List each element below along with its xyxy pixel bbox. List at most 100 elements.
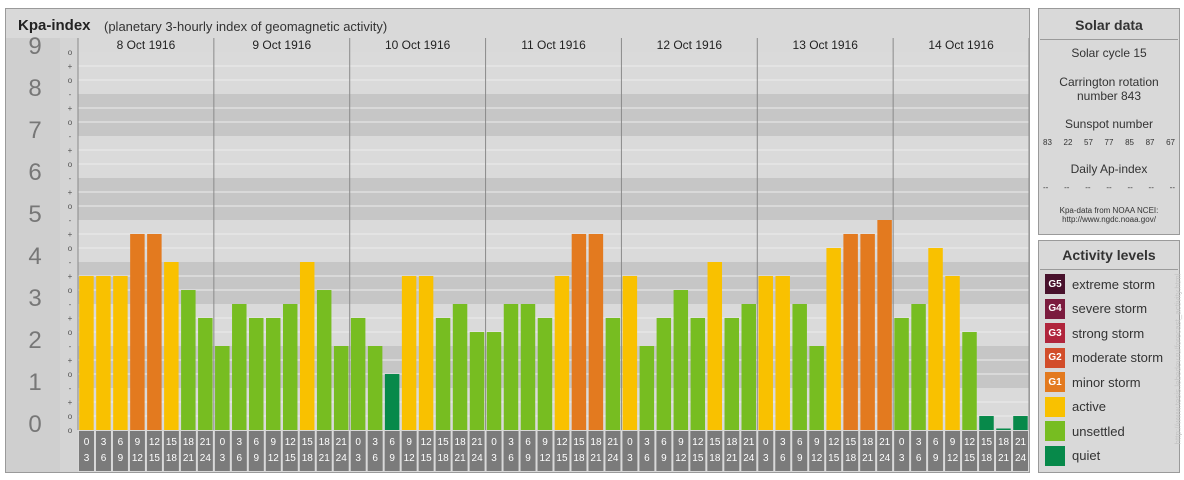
ap-value: -- bbox=[1148, 183, 1154, 192]
sub-tick-label: o bbox=[68, 48, 73, 57]
interval-start-label: 0 bbox=[220, 437, 226, 448]
interval-cell bbox=[707, 431, 723, 471]
kp-bar bbox=[299, 262, 315, 430]
interval-end-label: 18 bbox=[438, 453, 450, 464]
kp-bar bbox=[758, 275, 773, 430]
interval-end-label: 12 bbox=[132, 453, 144, 464]
sunspot-number-label: Sunspot number bbox=[1064, 117, 1154, 131]
interval-cell bbox=[758, 431, 774, 471]
interval-start-label: 9 bbox=[271, 437, 277, 448]
interval-end-label: 12 bbox=[675, 453, 687, 464]
kp-band bbox=[6, 178, 1029, 220]
kp-bar bbox=[503, 304, 519, 430]
sub-tick-label: - bbox=[69, 216, 72, 225]
chart-subtitle: (planetary 3-hourly index of geomagnetic… bbox=[104, 19, 388, 34]
legend-item: G1 minor storm bbox=[1045, 372, 1141, 392]
interval-cell bbox=[1013, 431, 1028, 471]
kp-bar bbox=[232, 304, 247, 430]
interval-end-label: 12 bbox=[268, 453, 280, 464]
legend-swatch: G1 bbox=[1045, 372, 1065, 392]
kp-bar bbox=[96, 275, 111, 430]
interval-start-label: 12 bbox=[149, 437, 161, 448]
interval-cell bbox=[282, 431, 298, 471]
y-tick-label: 5 bbox=[28, 201, 41, 228]
interval-cell bbox=[622, 431, 638, 471]
sub-tick-label: o bbox=[68, 370, 73, 379]
interval-cell bbox=[775, 431, 791, 471]
chart-title: Kpa-index bbox=[18, 17, 91, 34]
interval-start-label: 15 bbox=[302, 437, 314, 448]
carrington-rotation-number: number 843 bbox=[1076, 89, 1142, 103]
sunspot-value: 77 bbox=[1104, 138, 1114, 147]
sub-tick-label: - bbox=[69, 342, 72, 351]
kp-bar bbox=[605, 317, 621, 430]
interval-start-label: 21 bbox=[607, 437, 619, 448]
sub-tick-label: + bbox=[68, 230, 73, 239]
kp-bar bbox=[928, 248, 943, 430]
legend-item: unsettled bbox=[1045, 421, 1125, 441]
interval-cell bbox=[537, 431, 553, 471]
sub-tick-label: o bbox=[68, 118, 73, 127]
interval-start-label: 0 bbox=[899, 437, 905, 448]
kp-bar bbox=[724, 317, 740, 430]
legend-item: G4 severe storm bbox=[1045, 298, 1147, 319]
kpa-chart-panel: Kpa-index (planetary 3-hourly index of g… bbox=[5, 8, 1030, 473]
interval-end-label: 18 bbox=[709, 453, 721, 464]
kp-bar bbox=[113, 275, 128, 430]
legend-swatch: G5 bbox=[1045, 274, 1065, 294]
carrington-rotation-label: Carrington rotation bbox=[1059, 75, 1159, 89]
sub-tick-label: + bbox=[68, 314, 73, 323]
interval-cell bbox=[452, 431, 468, 471]
kp-bar bbox=[1013, 416, 1028, 430]
interval-end-label: 15 bbox=[285, 453, 297, 464]
kp-band bbox=[6, 52, 1029, 94]
kp-bar bbox=[333, 346, 349, 430]
day-label: 12 Oct 1916 bbox=[657, 38, 723, 52]
kp-bar bbox=[266, 317, 281, 430]
interval-end-label: 12 bbox=[539, 453, 551, 464]
interval-end-label: 3 bbox=[84, 453, 90, 464]
interval-start-label: 9 bbox=[542, 437, 548, 448]
interval-cell bbox=[333, 431, 349, 471]
interval-end-label: 21 bbox=[862, 453, 874, 464]
interval-start-label: 0 bbox=[355, 437, 361, 448]
interval-start-label: 3 bbox=[508, 437, 514, 448]
interval-end-label: 6 bbox=[780, 453, 786, 464]
kp-bar bbox=[520, 304, 536, 430]
kp-bar bbox=[962, 332, 977, 430]
interval-end-label: 3 bbox=[899, 453, 905, 464]
y-tick-label: 3 bbox=[28, 285, 41, 312]
interval-cell bbox=[367, 431, 383, 471]
interval-start-label: 15 bbox=[709, 437, 721, 448]
sub-tick-label: - bbox=[69, 132, 72, 141]
interval-cell bbox=[316, 431, 332, 471]
legend-swatch: G3 bbox=[1045, 323, 1065, 343]
interval-start-label: 0 bbox=[491, 437, 497, 448]
sub-tick-label: - bbox=[69, 384, 72, 393]
interval-end-label: 3 bbox=[763, 453, 769, 464]
interval-start-label: 3 bbox=[644, 437, 650, 448]
interval-start-label: 3 bbox=[916, 437, 922, 448]
interval-cell bbox=[979, 431, 995, 471]
interval-start-label: 12 bbox=[692, 437, 704, 448]
interval-start-label: 0 bbox=[84, 437, 90, 448]
ap-value: -- bbox=[1127, 183, 1133, 192]
legend-label: quiet bbox=[1072, 448, 1101, 463]
kp-bar bbox=[469, 332, 485, 430]
interval-start-label: 6 bbox=[389, 437, 395, 448]
interval-cell bbox=[520, 431, 536, 471]
day-label: 13 Oct 1916 bbox=[793, 38, 859, 52]
interval-cell bbox=[843, 431, 859, 471]
interval-start-label: 9 bbox=[678, 437, 684, 448]
interval-end-label: 18 bbox=[845, 453, 857, 464]
interval-cell bbox=[656, 431, 672, 471]
day-label: 11 Oct 1916 bbox=[521, 38, 586, 52]
interval-end-label: 24 bbox=[336, 453, 348, 464]
interval-start-label: 18 bbox=[183, 437, 195, 448]
legend-swatch: G2 bbox=[1045, 347, 1065, 368]
kp-bar bbox=[164, 262, 179, 430]
sub-tick-label: o bbox=[68, 426, 73, 435]
activity-levels-title: Activity levels bbox=[1062, 247, 1156, 263]
kp-bar bbox=[877, 220, 892, 430]
interval-start-label: 9 bbox=[814, 437, 820, 448]
